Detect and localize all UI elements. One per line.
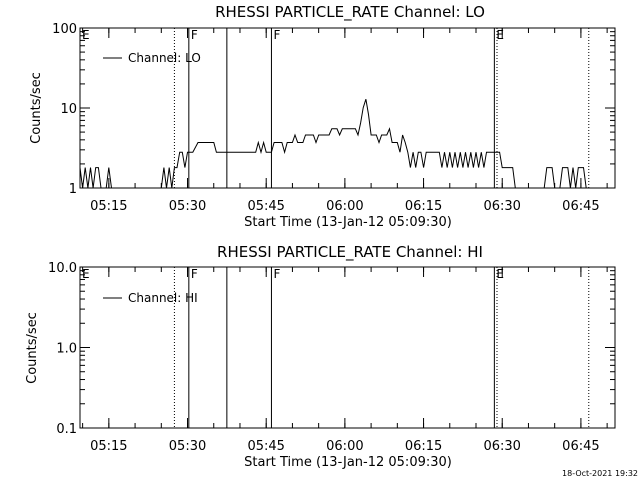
y-tick-label: 0.1 <box>56 422 77 437</box>
legend: Channel: HI <box>103 291 198 305</box>
corner-label: E <box>82 267 90 281</box>
y-tick-label: 10 <box>60 102 77 117</box>
x-tick-label: 06:00 <box>326 199 363 214</box>
x-axis-label: Start Time (13-Jan-12 05:09:30) <box>244 215 452 230</box>
x-tick-label: 06:00 <box>326 439 363 454</box>
y-tick-label: 1.0 <box>56 342 77 357</box>
y-tick-label: 10.0 <box>48 261 77 276</box>
x-tick-label: 05:45 <box>247 439 284 454</box>
x-tick-label: 05:45 <box>247 199 284 214</box>
y-tick-label: 1 <box>69 182 77 197</box>
chart-title: RHESSI PARTICLE_RATE Channel: LO <box>215 3 485 22</box>
y-tick-label: 100 <box>52 22 77 37</box>
chart-title: RHESSI PARTICLE_RATE Channel: HI <box>217 243 483 262</box>
x-tick-label: 06:45 <box>562 439 599 454</box>
panel-hi-channel: RHESSI PARTICLE_RATE Channel: HI Counts/… <box>25 243 616 470</box>
legend: Channel: LO <box>103 51 201 65</box>
marker-label: F <box>273 28 280 42</box>
x-tick-label: 06:30 <box>483 439 520 454</box>
y-axis-label: Counts/sec <box>29 72 44 144</box>
x-tick-label: 06:15 <box>405 199 442 214</box>
legend-label: Channel: LO <box>128 51 201 65</box>
x-tick-label: 05:15 <box>90 439 127 454</box>
x-tick-label: 06:30 <box>483 199 520 214</box>
marker-label: F <box>273 267 280 281</box>
timestamp-footer: 18-Oct-2021 19:32 <box>562 469 638 478</box>
x-tick-label: 06:45 <box>562 199 599 214</box>
marker-label: E <box>496 267 504 281</box>
marker-label: F <box>191 28 198 42</box>
series-line <box>79 99 587 189</box>
panel-lo-channel: RHESSI PARTICLE_RATE Channel: LO Counts/… <box>29 3 616 230</box>
data-series <box>79 99 587 189</box>
y-axis-label: Counts/sec <box>25 312 40 384</box>
corner-label: E <box>82 28 90 42</box>
axis-ticks: 0.1 1.0 10.0 05:15 05:30 05:45 06:00 06:15 06:30… <box>48 261 615 454</box>
marker-label: F <box>191 267 198 281</box>
x-tick-label: 05:30 <box>169 199 206 214</box>
x-tick-label: 05:15 <box>90 199 127 214</box>
x-axis-label: Start Time (13-Jan-12 05:09:30) <box>244 455 452 470</box>
marker-label: E <box>496 28 504 42</box>
legend-label: Channel: HI <box>128 291 198 305</box>
axis-ticks: 1 10 100 05:15 05:30 05:45 06:00 06:15 06:30 06:4… <box>52 22 615 214</box>
x-tick-label: 06:15 <box>405 439 442 454</box>
x-tick-label: 05:30 <box>169 439 206 454</box>
